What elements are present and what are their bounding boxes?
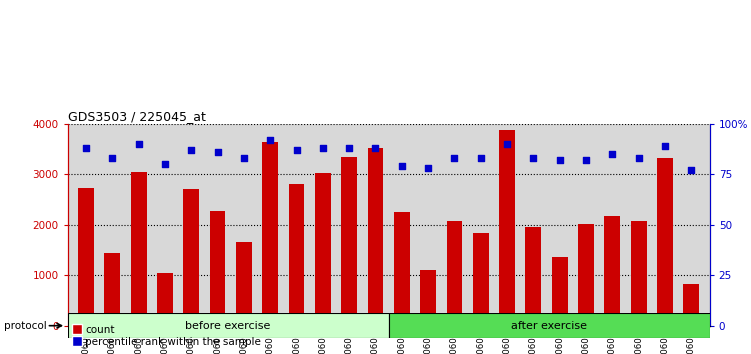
Bar	[631, 221, 647, 326]
Text: GSM306064: GSM306064	[108, 325, 117, 354]
Point	[632, 155, 644, 161]
Text: GSM306080: GSM306080	[318, 325, 327, 354]
Point	[264, 137, 276, 143]
Bar	[210, 211, 225, 326]
Point	[580, 158, 592, 163]
Text: GSM306074: GSM306074	[240, 325, 249, 354]
Text: after exercise: after exercise	[511, 321, 587, 331]
Bar	[526, 227, 541, 326]
Bar	[183, 189, 199, 326]
FancyBboxPatch shape	[389, 313, 710, 338]
Text: GSM306082: GSM306082	[345, 325, 354, 354]
Point	[527, 155, 539, 161]
Bar	[657, 158, 673, 326]
Point	[212, 149, 224, 155]
Point	[159, 161, 171, 167]
Text: GSM306081: GSM306081	[634, 325, 643, 354]
Bar	[341, 157, 357, 326]
Point	[501, 141, 513, 147]
Bar	[552, 257, 568, 326]
Point	[80, 145, 92, 151]
Point	[291, 147, 303, 153]
Text: GSM306075: GSM306075	[555, 325, 564, 354]
Bar	[394, 212, 410, 326]
Text: GSM306073: GSM306073	[529, 325, 538, 354]
Text: before exercise: before exercise	[185, 321, 271, 331]
Text: GSM306063: GSM306063	[397, 325, 406, 354]
Point	[133, 141, 145, 147]
Point	[422, 165, 434, 171]
Point	[396, 164, 408, 169]
Point	[606, 152, 618, 157]
Point	[343, 145, 355, 151]
Point	[659, 143, 671, 149]
Text: GSM306070: GSM306070	[187, 325, 196, 354]
Text: GSM306069: GSM306069	[476, 325, 485, 354]
FancyBboxPatch shape	[68, 313, 389, 338]
Bar	[157, 273, 173, 326]
Text: GSM306079: GSM306079	[608, 325, 617, 354]
Bar	[315, 173, 330, 326]
Point	[448, 155, 460, 161]
Legend: count, percentile rank within the sample: count, percentile rank within the sample	[73, 325, 261, 347]
Text: GSM306077: GSM306077	[581, 325, 590, 354]
Bar	[578, 224, 594, 326]
Bar	[262, 142, 278, 326]
Text: GSM306078: GSM306078	[292, 325, 301, 354]
Text: GSM306062: GSM306062	[82, 325, 91, 354]
Bar	[78, 188, 94, 326]
Bar	[131, 172, 146, 326]
Bar	[288, 184, 304, 326]
Bar	[499, 131, 515, 326]
Point	[553, 158, 566, 163]
Text: GSM306071: GSM306071	[502, 325, 511, 354]
Text: GSM306085: GSM306085	[686, 325, 695, 354]
Text: GSM306068: GSM306068	[161, 325, 170, 354]
Text: GSM306084: GSM306084	[371, 325, 380, 354]
Point	[107, 155, 119, 161]
Point	[185, 147, 198, 153]
Text: GSM306076: GSM306076	[266, 325, 275, 354]
Point	[369, 145, 382, 151]
Bar	[683, 284, 699, 326]
Point	[317, 145, 329, 151]
Bar	[367, 148, 383, 326]
Bar	[473, 233, 489, 326]
Bar	[605, 216, 620, 326]
Bar	[447, 221, 463, 326]
Text: GSM306083: GSM306083	[660, 325, 669, 354]
Point	[685, 167, 697, 173]
Text: GSM306067: GSM306067	[450, 325, 459, 354]
Point	[475, 155, 487, 161]
Text: GSM306066: GSM306066	[134, 325, 143, 354]
Text: GSM306072: GSM306072	[213, 325, 222, 354]
Bar	[421, 270, 436, 326]
Bar	[236, 242, 252, 326]
Text: GDS3503 / 225045_at: GDS3503 / 225045_at	[68, 110, 206, 123]
Bar	[104, 252, 120, 326]
Text: GSM306065: GSM306065	[424, 325, 433, 354]
Point	[238, 155, 250, 161]
Text: protocol: protocol	[4, 321, 47, 331]
